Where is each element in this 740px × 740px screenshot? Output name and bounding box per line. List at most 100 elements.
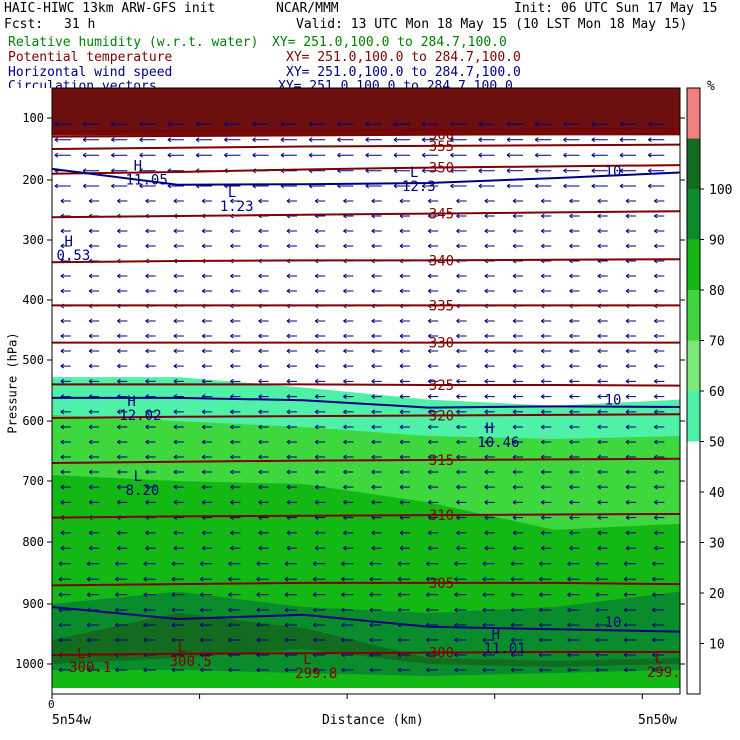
wind-vector-head xyxy=(258,530,262,536)
field-label-wind: Horizontal wind speed xyxy=(8,65,173,80)
wind-vector-head xyxy=(88,484,93,490)
wind-vector-head xyxy=(284,576,289,582)
wind-vector-head xyxy=(567,576,571,582)
wind-vector-head xyxy=(173,439,178,445)
wind-vector-head xyxy=(369,576,373,582)
wind-vector-head xyxy=(230,454,234,460)
wind-vector-head xyxy=(60,198,65,204)
wind-vector-head xyxy=(371,318,375,324)
wind-vector-head xyxy=(623,607,628,613)
wind-vector-head xyxy=(623,637,628,643)
wind-vector-head xyxy=(371,530,375,536)
wind-vector-head xyxy=(201,424,206,430)
wind-vector-head xyxy=(399,409,404,415)
wind-vector-head xyxy=(286,228,291,234)
wind-vector-head xyxy=(343,243,347,249)
y-tick-label: 700 xyxy=(22,474,44,488)
wind-vector-head xyxy=(371,348,375,354)
wind-vector-head xyxy=(88,198,93,204)
wind-vector-head xyxy=(652,637,656,643)
wind-vector-head xyxy=(230,545,234,551)
wind-speed-contour-label: 10 xyxy=(605,615,622,631)
y-tick-label: 800 xyxy=(22,535,44,549)
wind-vector-head xyxy=(623,592,628,598)
wind-vector-head xyxy=(117,228,121,234)
theta-contour-label: 325 xyxy=(429,378,454,394)
wind-vector-head xyxy=(371,454,375,460)
wind-vector-head xyxy=(286,484,291,490)
wind-vector-head xyxy=(88,530,93,536)
wind-vector-head xyxy=(60,499,65,505)
wind-vector-head xyxy=(425,607,430,613)
wind-vector-head xyxy=(258,409,262,415)
wind-vector-head xyxy=(286,530,291,536)
wind-vector-head xyxy=(597,499,602,505)
wind-vector-head xyxy=(625,515,630,521)
wind-vector-head xyxy=(454,607,458,613)
wind-vector-head xyxy=(427,198,432,204)
wind-vector-head xyxy=(654,198,658,204)
wind-vector-head xyxy=(145,409,149,415)
wind-vector-head xyxy=(369,592,373,598)
wind-vector-head xyxy=(115,561,119,567)
wind-vector-head xyxy=(286,243,291,249)
wind-vector-head xyxy=(371,439,375,445)
wind-vector-head xyxy=(427,273,432,279)
wind-speed-contour-label: 10 xyxy=(605,164,622,180)
wind-vector-head xyxy=(371,409,375,415)
wind-vector-head xyxy=(201,378,206,384)
wind-vector-head xyxy=(399,484,404,490)
wind-vector-head xyxy=(173,243,178,249)
wind-vector-head xyxy=(597,348,602,354)
wind-vector-head xyxy=(567,592,571,598)
wind-vector-head xyxy=(54,121,59,127)
wind-vector-head xyxy=(478,168,483,174)
wind-vector-head xyxy=(314,394,319,400)
wind-vector-head xyxy=(427,348,432,354)
wind-vector-head xyxy=(88,378,93,384)
wind-vector-head xyxy=(456,288,460,294)
wind-vector-head xyxy=(171,622,176,628)
wind-vector-head xyxy=(258,439,262,445)
wind-vector-head xyxy=(312,561,317,567)
wind-vector-head xyxy=(308,137,313,143)
wind-vector-head xyxy=(538,561,543,567)
wind-vector-head xyxy=(512,288,517,294)
wind-vector-head xyxy=(143,576,147,582)
wind-vector-head xyxy=(538,622,543,628)
wind-vector-head xyxy=(569,409,573,415)
wind-vector-head xyxy=(199,637,204,643)
wind-vector-head xyxy=(343,469,347,475)
wind-vector-head xyxy=(569,288,573,294)
x-zero-label: 0 xyxy=(48,698,55,711)
wind-vector-head xyxy=(117,530,121,536)
theta-contour-340 xyxy=(52,258,680,264)
wind-vector-head xyxy=(478,152,483,158)
wind-vector-head xyxy=(308,121,313,127)
wind-vector-head xyxy=(484,318,489,324)
theta-contour-label: 360 xyxy=(429,128,454,144)
wind-vector-head xyxy=(625,273,630,279)
wind-vector-head xyxy=(512,424,517,430)
wind-vector-head xyxy=(654,333,658,339)
wind-vector-head xyxy=(484,515,489,521)
wind-vector-head xyxy=(286,469,291,475)
wind-vector-head xyxy=(286,424,291,430)
wind-vector-head xyxy=(58,637,63,643)
wind-vector-head xyxy=(512,273,517,279)
wind-vector-head xyxy=(595,622,600,628)
theta-contour-345 xyxy=(52,210,680,219)
wind-vector-head xyxy=(88,348,93,354)
wind-vector-head xyxy=(115,667,119,673)
wind-vector-head xyxy=(569,530,573,536)
wind-vector-head xyxy=(625,288,630,294)
theta-contour-label: 315 xyxy=(429,453,454,469)
wind-vector-head xyxy=(597,363,602,369)
wind-vector-head xyxy=(343,530,347,536)
wind-vector-head xyxy=(540,484,545,490)
wind-vector-head xyxy=(623,561,628,567)
wind-vector-head xyxy=(284,607,289,613)
wind-vector-head xyxy=(538,607,543,613)
wind-vector-head xyxy=(117,318,121,324)
wind-vector-head xyxy=(371,469,375,475)
